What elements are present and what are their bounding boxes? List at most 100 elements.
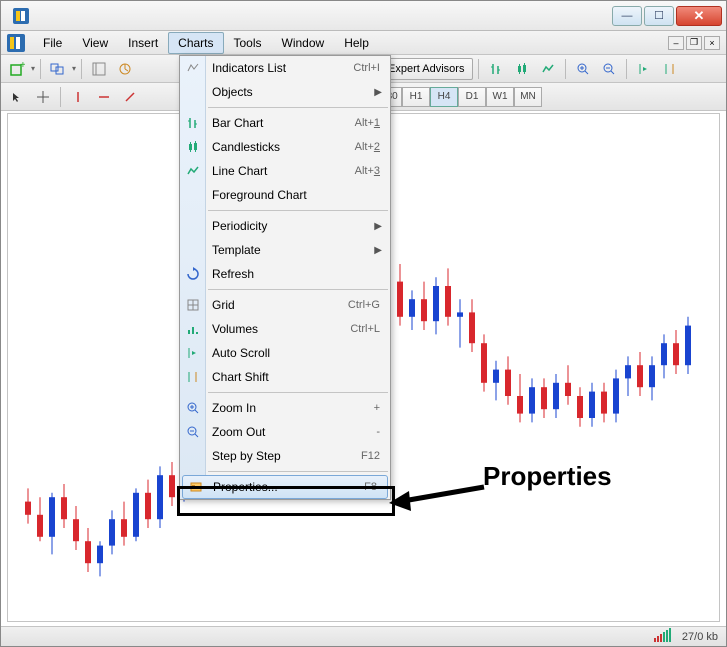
submenu-arrow-icon: ▶ [374,221,382,232]
menu-item-chart-shift[interactable]: Chart Shift [180,365,390,389]
profiles-button[interactable] [46,58,70,80]
menu-tools[interactable]: Tools [224,32,272,54]
menu-item-label: Grid [212,298,348,312]
menu-item-label: Indicators List [212,61,353,75]
volumes-icon [184,320,202,338]
mdi-minimize-button[interactable]: – [668,36,684,50]
line-chart-icon [184,162,202,180]
menu-item-auto-scroll[interactable]: Auto Scroll [180,341,390,365]
properties-icon [187,478,205,496]
line-chart-tool-button[interactable] [536,58,560,80]
menu-item-shortcut: Alt+1 [355,117,380,129]
navigator-button[interactable] [113,58,137,80]
menu-item-periodicity[interactable]: Periodicity▶ [180,214,390,238]
menu-item-zoom-out[interactable]: Zoom Out- [180,420,390,444]
menu-item-foreground-chart[interactable]: Foreground Chart [180,183,390,207]
menu-charts[interactable]: Charts [168,32,223,54]
grid-icon [184,296,202,314]
menu-view[interactable]: View [72,32,118,54]
menu-item-label: Bar Chart [212,116,355,130]
menu-item-bar-chart[interactable]: Bar ChartAlt+1 [180,111,390,135]
menu-help[interactable]: Help [334,32,379,54]
menu-item-label: Zoom Out [212,425,376,439]
indicators-icon [184,59,202,77]
zoom-in-icon [184,399,202,417]
dropdown-separator [208,210,388,211]
statusbar: 27/0 kb [1,626,726,646]
menu-item-label: Line Chart [212,164,355,178]
zoom-in-tool-button[interactable] [571,58,595,80]
window-minimize-button[interactable]: — [612,6,642,26]
annotation-label: Properties [483,461,612,492]
dropdown-separator [208,289,388,290]
dropdown-separator [208,392,388,393]
menu-item-label: Periodicity [212,219,374,233]
mdi-close-button[interactable]: × [704,36,720,50]
crosshair-tool-button[interactable] [31,86,55,108]
charts-dropdown-menu: Indicators ListCtrl+IObjects▶Bar ChartAl… [179,55,391,500]
chartshift-icon [184,368,202,386]
menu-item-candlesticks[interactable]: CandlesticksAlt+2 [180,135,390,159]
timeframe-d1-button[interactable]: D1 [458,87,486,107]
connection-bars-icon [654,628,672,645]
menubar-app-icon [7,34,25,52]
hline-tool-button[interactable] [92,86,116,108]
menu-item-label: Template [212,243,374,257]
candles-icon [184,138,202,156]
timeframe-w1-button[interactable]: W1 [486,87,514,107]
candle-chart-tool-button[interactable] [510,58,534,80]
menu-item-label: Zoom In [212,401,374,415]
menu-item-refresh[interactable]: Refresh [180,262,390,286]
menu-file[interactable]: File [33,32,72,54]
vline-tool-button[interactable] [66,86,90,108]
menu-item-line-chart[interactable]: Line ChartAlt+3 [180,159,390,183]
menu-item-shortcut: + [374,402,380,414]
timeframe-h1-button[interactable]: H1 [402,87,430,107]
menu-item-shortcut: F8 [364,481,377,493]
menu-item-shortcut: Ctrl+L [350,323,380,335]
menu-item-label: Auto Scroll [212,346,390,360]
menu-item-label: Candlesticks [212,140,355,154]
menu-item-shortcut: Ctrl+I [353,62,380,74]
menu-item-label: Volumes [212,322,350,336]
submenu-arrow-icon: ▶ [374,87,382,98]
menu-item-label: Objects [212,85,374,99]
menu-item-label: Foreground Chart [212,188,390,202]
timeframe-h4-button[interactable]: H4 [430,87,458,107]
menubar: FileViewInsertChartsToolsWindowHelp – ❐ … [1,31,726,55]
trendline-tool-button[interactable] [118,86,142,108]
menu-item-label: Step by Step [212,449,361,463]
mdi-controls: – ❐ × [668,36,720,50]
submenu-arrow-icon: ▶ [374,245,382,256]
market-watch-button[interactable] [87,58,111,80]
status-kb-label: 27/0 kb [682,631,718,643]
window-close-button[interactable]: ✕ [676,6,722,26]
menu-item-volumes[interactable]: VolumesCtrl+L [180,317,390,341]
menu-window[interactable]: Window [272,32,335,54]
window-maximize-button[interactable]: ☐ [644,6,674,26]
menu-item-label: Refresh [212,267,390,281]
expert-advisors-label: Expert Advisors [388,63,464,75]
new-chart-button[interactable]: + [5,58,29,80]
menu-item-template[interactable]: Template▶ [180,238,390,262]
menu-item-label: Chart Shift [212,370,390,384]
chartshift-tool-button[interactable] [658,58,682,80]
menu-item-indicators-list[interactable]: Indicators ListCtrl+I [180,56,390,80]
refresh-icon [184,265,202,283]
menu-item-grid[interactable]: GridCtrl+G [180,293,390,317]
cursor-tool-button[interactable] [5,86,29,108]
bar-chart-tool-button[interactable] [484,58,508,80]
menu-item-shortcut: Alt+3 [355,165,380,177]
menu-item-shortcut: - [376,426,380,438]
autoscroll-tool-button[interactable] [632,58,656,80]
menu-item-properties[interactable]: Properties...F8 [182,475,388,499]
menu-item-zoom-in[interactable]: Zoom In+ [180,396,390,420]
menu-item-label: Properties... [213,480,364,494]
mdi-restore-button[interactable]: ❐ [686,36,702,50]
menu-insert[interactable]: Insert [118,32,168,54]
zoom-out-icon [184,423,202,441]
menu-item-step-by-step[interactable]: Step by StepF12 [180,444,390,468]
timeframe-mn-button[interactable]: MN [514,87,542,107]
zoom-out-tool-button[interactable] [597,58,621,80]
menu-item-objects[interactable]: Objects▶ [180,80,390,104]
